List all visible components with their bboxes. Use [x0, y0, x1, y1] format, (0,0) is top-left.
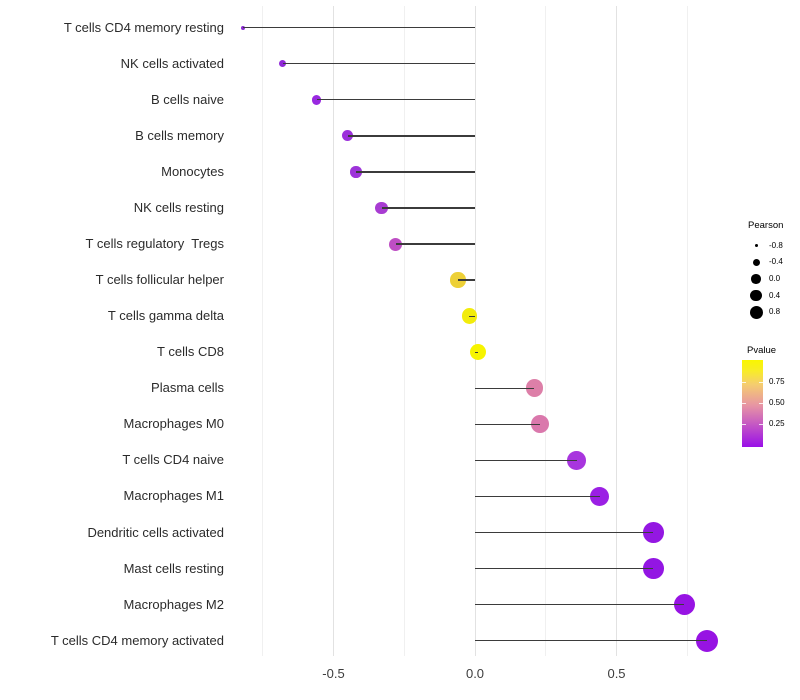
lollipop-stick	[242, 27, 475, 29]
y-axis-label: B cells naive	[151, 91, 224, 107]
colorbar-tick-label: 0.50	[769, 398, 785, 407]
lollipop-stick	[475, 495, 600, 498]
y-axis-label: Macrophages M0	[123, 416, 224, 432]
gridline-minor	[403, 6, 405, 656]
colorbar-tick	[759, 403, 763, 404]
lollipop-stick	[475, 459, 577, 462]
y-axis-label: T cells regulatory Tregs	[85, 236, 224, 252]
y-axis-label: T cells follicular helper	[95, 272, 224, 288]
y-axis-label: T cells CD4 memory activated	[50, 632, 224, 648]
size-legend-dot	[751, 274, 761, 284]
y-axis-label: Dendritic cells activated	[87, 524, 224, 540]
size-legend-label: 0.8	[769, 307, 781, 317]
lollipop-dot	[375, 201, 388, 215]
lollipop-stick	[475, 567, 654, 570]
lollipop-dot	[673, 593, 696, 616]
size-legend-dot	[749, 305, 763, 319]
colorbar-tick	[742, 382, 746, 383]
lollipop-stick	[395, 243, 475, 245]
y-axis-label: Macrophages M1	[123, 488, 224, 504]
y-axis-label: B cells memory	[135, 127, 224, 143]
y-axis-label: Plasma cells	[151, 380, 224, 396]
lollipop-stick	[347, 135, 475, 137]
y-axis-label: NK cells resting	[133, 200, 224, 215]
colorbar-tick	[759, 424, 763, 425]
y-axis-label: T cells CD8	[157, 344, 224, 360]
lollipop-dot	[525, 379, 544, 398]
x-axis-tick-label: -0.5	[322, 666, 345, 681]
lollipop-stick	[381, 207, 475, 209]
gridline-major	[333, 6, 334, 656]
pvalue-colorbar	[742, 360, 763, 447]
size-legend-title: Pearson	[748, 220, 784, 231]
lollipop-stick	[475, 640, 708, 642]
y-axis-label: T cells CD4 naive	[122, 452, 224, 468]
colorbar-tick	[742, 424, 746, 425]
colorbar-tick	[742, 403, 746, 404]
colorbar-tick-label: 0.75	[769, 377, 785, 386]
lollipop-stick	[316, 99, 475, 101]
size-legend-label: -0.4	[769, 257, 783, 267]
lollipop-stick	[475, 604, 685, 606]
color-legend-title: Pvalue	[747, 345, 777, 356]
lollipop-dot	[531, 415, 549, 434]
lollipop-dot	[342, 130, 354, 142]
y-axis-label: NK cells activated	[120, 55, 224, 71]
lollipop-dot	[589, 486, 610, 507]
size-legend-dot	[750, 289, 762, 302]
lollipop-dot	[642, 558, 664, 579]
gridline-minor	[686, 6, 688, 656]
lollipop-stick	[475, 423, 541, 425]
gridline-major	[474, 6, 476, 656]
size-legend-label: -0.8	[769, 240, 783, 250]
gridline-minor	[545, 6, 547, 656]
x-axis-tick-label: 0.5	[607, 666, 626, 681]
lollipop-dot	[642, 522, 664, 543]
gridline-major	[616, 6, 617, 656]
lollipop-stick	[282, 63, 475, 65]
gridline-minor	[262, 6, 264, 656]
lollipop-stick	[475, 387, 535, 389]
colorbar-tick-label: 0.25	[769, 419, 785, 428]
lollipop-dot	[311, 95, 322, 105]
colorbar-tick	[759, 382, 763, 383]
size-legend-dot	[752, 258, 760, 266]
y-axis-label: T cells CD4 memory resting	[63, 19, 224, 35]
lollipop-stick	[475, 351, 478, 353]
lollipop-stick	[356, 171, 475, 173]
y-axis-label: Mast cells resting	[123, 560, 224, 576]
y-axis-label: T cells gamma delta	[107, 308, 224, 324]
y-axis-label: Macrophages M2	[123, 596, 224, 612]
x-axis-tick-label: 0.0	[465, 666, 485, 681]
size-legend-label: 0.4	[769, 290, 781, 300]
lollipop-dot	[450, 272, 466, 288]
lollipop-stick	[458, 279, 475, 281]
lollipop-stick	[475, 531, 654, 534]
size-legend-dot	[754, 244, 758, 248]
lollipop-dot	[696, 629, 719, 652]
size-legend-label: 0.0	[769, 273, 781, 283]
lollipop-stick	[469, 315, 475, 317]
y-axis-label: Monocytes	[161, 163, 224, 179]
